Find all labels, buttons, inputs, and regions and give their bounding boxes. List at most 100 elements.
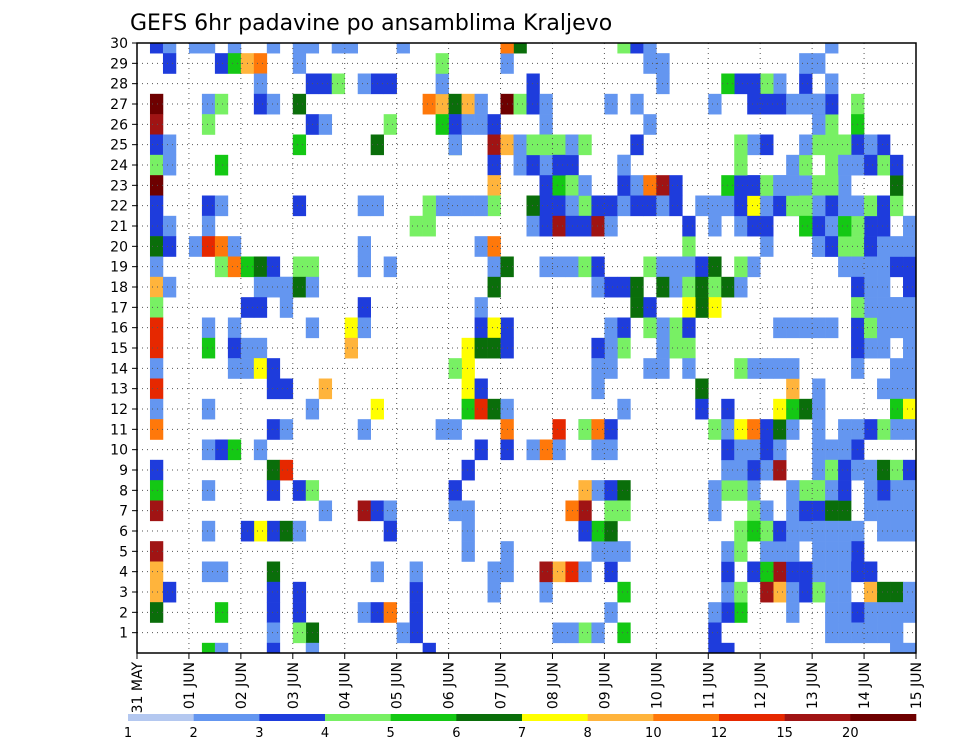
- cell: [760, 541, 774, 562]
- cell: [825, 581, 839, 603]
- cell: [448, 500, 462, 522]
- cell: [864, 276, 878, 298]
- cell: [162, 43, 177, 54]
- cell: [890, 398, 904, 420]
- cell: [422, 195, 436, 217]
- cell: [266, 378, 281, 400]
- colorbar-segment: [456, 714, 523, 721]
- cell: [734, 358, 748, 379]
- cell: [266, 43, 281, 54]
- cell: [708, 276, 722, 298]
- cell: [890, 154, 904, 176]
- cell: [214, 256, 229, 278]
- cell: [864, 581, 878, 603]
- cell: [773, 561, 787, 583]
- cell: [890, 175, 904, 196]
- cell: [825, 195, 839, 217]
- cell: [214, 439, 229, 461]
- x-tick-label: 01 JUN: [182, 662, 198, 709]
- cell: [487, 175, 501, 196]
- cell: [708, 642, 722, 654]
- cell: [825, 154, 839, 176]
- cell: [682, 317, 696, 339]
- cell: [695, 195, 709, 217]
- cell: [162, 276, 177, 298]
- cell: [149, 602, 164, 623]
- cell: [812, 215, 826, 237]
- cell: [253, 520, 268, 542]
- cell: [877, 520, 891, 542]
- cell: [539, 154, 553, 176]
- cell: [838, 256, 852, 278]
- cell: [734, 480, 748, 501]
- cell: [396, 43, 410, 54]
- cell: [591, 337, 605, 359]
- cell: [604, 561, 618, 583]
- cell: [292, 43, 307, 54]
- x-tick-label: 13 JUN: [805, 662, 821, 709]
- cell: [773, 358, 787, 379]
- cell: [201, 317, 216, 339]
- cell: [474, 398, 488, 420]
- colorbar-label: 1: [124, 726, 132, 741]
- cell: [474, 378, 488, 400]
- cell: [448, 195, 462, 217]
- cell: [617, 195, 631, 217]
- cell: [266, 561, 281, 583]
- cell: [903, 419, 917, 440]
- cell: [708, 195, 722, 217]
- cell: [643, 358, 657, 379]
- cell: [552, 195, 566, 217]
- cell: [162, 154, 177, 176]
- cell: [838, 581, 852, 603]
- cell: [409, 215, 423, 237]
- cell: [383, 73, 397, 95]
- colorbar-label: 10: [645, 726, 662, 741]
- cell: [734, 439, 748, 461]
- cell: [474, 93, 488, 115]
- cell: [799, 73, 813, 95]
- cell: [591, 622, 605, 644]
- cell: [149, 134, 164, 156]
- x-tick-label: 14 JUN: [857, 662, 873, 709]
- cell: [838, 480, 852, 501]
- cell: [604, 500, 618, 522]
- cell: [799, 154, 813, 176]
- cell: [643, 114, 657, 135]
- cell: [773, 317, 787, 339]
- y-tick-label: 17: [110, 300, 128, 316]
- cell: [487, 337, 501, 359]
- colorbar-label: 4: [321, 726, 329, 741]
- cell: [825, 73, 839, 95]
- cell: [214, 642, 229, 654]
- cell: [760, 358, 774, 379]
- cell: [903, 500, 917, 522]
- cell: [539, 215, 553, 237]
- colorbar-label: 20: [842, 726, 859, 741]
- cell: [331, 73, 346, 95]
- x-tick-label: 03 JUN: [286, 662, 302, 709]
- y-tick-label: 6: [119, 524, 128, 540]
- cell: [812, 520, 826, 542]
- cell: [838, 419, 852, 440]
- cell: [864, 602, 878, 623]
- cell: [266, 581, 281, 603]
- y-tick-label: 26: [110, 117, 128, 133]
- cell: [825, 175, 839, 196]
- cell: [604, 195, 618, 217]
- cell: [890, 520, 904, 542]
- cell: [253, 93, 268, 115]
- cell: [734, 175, 748, 196]
- cell: [357, 500, 371, 522]
- cell: [812, 134, 826, 156]
- cell: [552, 622, 566, 644]
- cell: [747, 256, 761, 278]
- cell: [539, 561, 553, 583]
- cell: [461, 500, 475, 522]
- cell: [864, 297, 878, 318]
- cell: [578, 215, 592, 237]
- cell: [162, 53, 177, 74]
- cell: [773, 581, 787, 603]
- cell: [292, 602, 307, 623]
